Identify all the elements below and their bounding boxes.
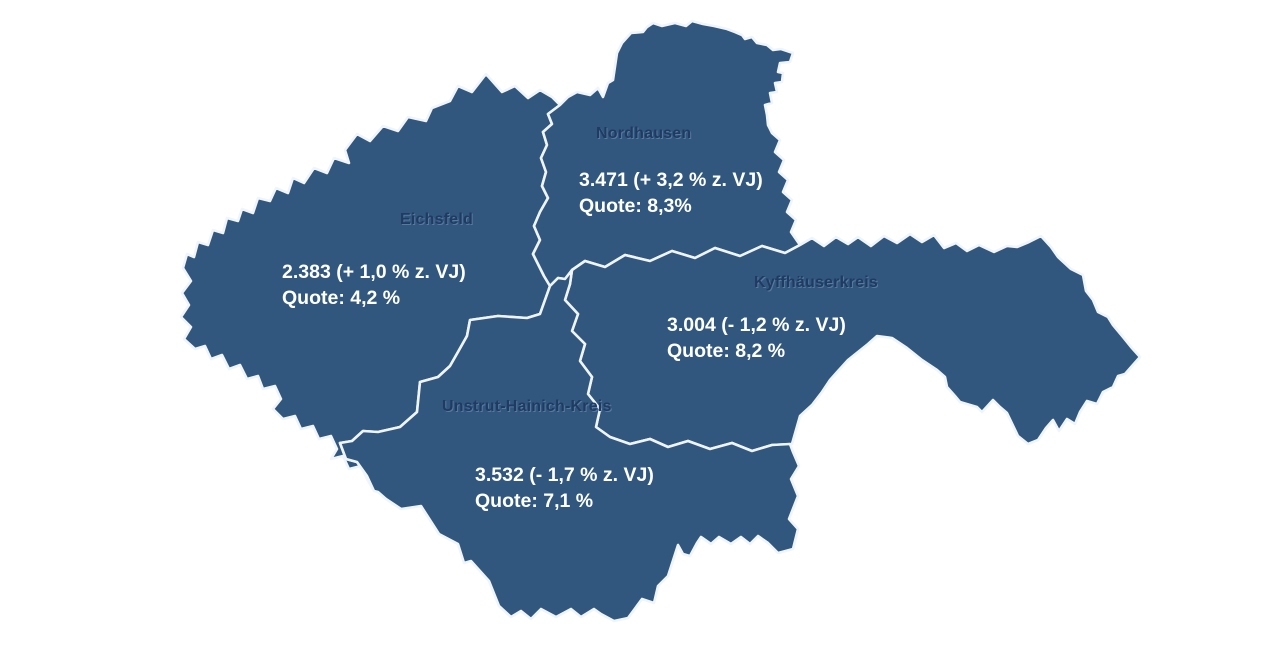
stats-value-line: 3.471 (+ 3,2 % z. VJ) bbox=[579, 169, 763, 191]
district-shape-nordhausen bbox=[531, 19, 802, 288]
district-label-kyffhaeuserkreis: Kyffhäuserkreis bbox=[754, 274, 878, 291]
stats-quote-line: Quote: 8,3% bbox=[579, 195, 692, 217]
stats-value-line: 2.383 (+ 1,0 % z. VJ) bbox=[282, 261, 466, 283]
district-label-eichsfeld: Eichsfeld bbox=[400, 211, 473, 228]
district-stats-nordhausen: 3.471 (+ 3,2 % z. VJ) Quote: 8,3% bbox=[579, 167, 763, 219]
district-stats-kyffhaeuserkreis: 3.004 (- 1,2 % z. VJ) Quote: 8,2 % bbox=[667, 312, 846, 364]
district-label-nordhausen: Nordhausen bbox=[596, 125, 692, 142]
stats-quote-line: Quote: 8,2 % bbox=[667, 340, 786, 362]
district-shape-kyffhaeuserkreis bbox=[563, 232, 1142, 453]
district-stats-eichsfeld: 2.383 (+ 1,0 % z. VJ) Quote: 4,2 % bbox=[282, 259, 466, 311]
stats-value-line: 3.004 (- 1,2 % z. VJ) bbox=[667, 314, 846, 336]
district-shape-unstrut-hainich-kreis bbox=[338, 268, 801, 623]
stats-quote-line: Quote: 7,1 % bbox=[475, 490, 594, 512]
district-label-unstrut-hainich-kreis: Unstrut-Hainich-Kreis bbox=[442, 398, 612, 415]
stats-value-line: 3.532 (- 1,7 % z. VJ) bbox=[475, 464, 654, 486]
stats-quote-line: Quote: 4,2 % bbox=[282, 287, 401, 309]
district-stats-unstrut-hainich-kreis: 3.532 (- 1,7 % z. VJ) Quote: 7,1 % bbox=[475, 462, 654, 514]
